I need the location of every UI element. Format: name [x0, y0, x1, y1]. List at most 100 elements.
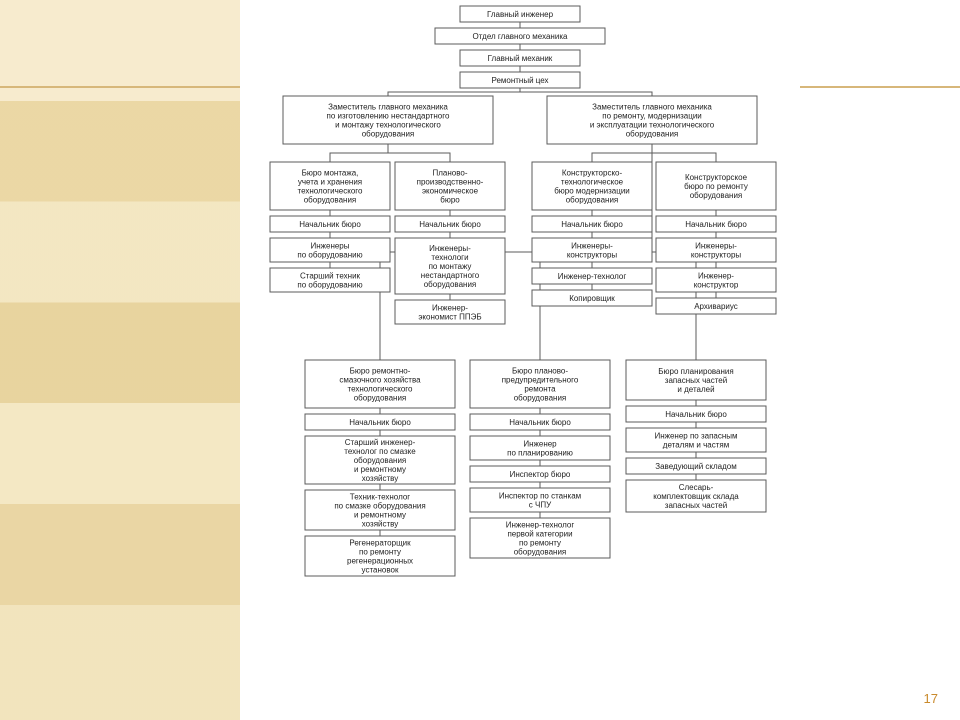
org-node-label: Инженер-технолог	[506, 521, 575, 530]
org-node: Инженерпо планированию	[470, 436, 610, 460]
org-node-label: первой категории	[507, 530, 572, 539]
org-node-label: Бюро планово-	[512, 367, 568, 376]
org-node-label: Инженеры-	[695, 242, 737, 251]
org-node-label: оборудования	[690, 191, 743, 200]
org-node: Начальник бюро	[626, 406, 766, 422]
org-node-label: по ремонту, модернизации	[602, 112, 702, 121]
org-node-label: производственно-	[417, 178, 484, 187]
org-node: Заведующий складом	[626, 458, 766, 474]
org-node-label: по ремонту	[359, 548, 401, 557]
org-node: Главный механик	[460, 50, 580, 66]
org-node-label: Инспектор по станкам	[499, 492, 581, 501]
org-node-label: предупредительного	[502, 376, 579, 385]
org-node: Регенераторщикпо ремонтурегенерационныху…	[305, 536, 455, 576]
org-node-label: конструктор	[694, 281, 739, 290]
org-node-label: оборудования	[354, 394, 407, 403]
org-node-label: Инженер по запасным	[654, 432, 737, 441]
org-node-label: оборудования	[514, 548, 567, 557]
org-node: Инспектор бюро	[470, 466, 610, 482]
org-node-label: по изготовлению нестандартного	[327, 112, 450, 121]
org-node: Копировщик	[532, 290, 652, 306]
org-chart: Главный инженерОтдел главного механикаГл…	[240, 0, 800, 720]
org-edge	[652, 144, 716, 162]
org-node: Инженерыпо оборудованию	[270, 238, 390, 262]
org-node-label: Техник-технолог	[350, 493, 411, 502]
org-node: Инспектор по станкамс ЧПУ	[470, 488, 610, 512]
org-node-label: бюро	[440, 196, 460, 205]
org-node-label: Главный инженер	[487, 10, 554, 19]
org-node-label: Копировщик	[569, 294, 615, 303]
org-node-label: Заместитель главного механика	[328, 103, 448, 112]
org-node-label: по планированию	[507, 449, 573, 458]
org-node: Начальник бюро	[656, 216, 776, 232]
org-node-label: конструкторы	[567, 251, 618, 260]
org-node: Начальник бюро	[532, 216, 652, 232]
slide-background-stripes	[0, 0, 240, 720]
org-node-label: Начальник бюро	[419, 220, 481, 229]
org-node: Инженеры-технологипо монтажунестандартно…	[395, 238, 505, 294]
org-node-label: Инспектор бюро	[510, 470, 571, 479]
org-node-label: по монтажу	[429, 262, 472, 271]
org-node: Инженер-технологпервой категориипо ремон…	[470, 518, 610, 558]
org-node-label: технолог по смазке	[344, 447, 416, 456]
org-node-label: технологическое	[561, 178, 624, 187]
org-node-label: Бюро монтажа,	[302, 169, 359, 178]
org-node-label: запасных частей	[665, 501, 727, 510]
org-node-label: Инженер-	[698, 272, 734, 281]
org-node: Ремонтный цех	[460, 72, 580, 88]
org-node-label: Начальник бюро	[685, 220, 747, 229]
org-node: Начальник бюро	[305, 414, 455, 430]
org-node-label: Конструкторское	[685, 173, 748, 182]
org-node-label: ремонта	[524, 385, 556, 394]
org-node-label: Инженер-	[432, 304, 468, 313]
org-node-label: с ЧПУ	[529, 501, 552, 510]
org-node-label: технологического	[298, 187, 364, 196]
org-node-label: экономист ППЭБ	[418, 313, 481, 322]
org-node: Бюро монтажа,учета и хранениятехнологиче…	[270, 162, 390, 210]
org-node: Старший инженер-технолог по смазкеоборуд…	[305, 436, 455, 484]
org-node-label: и деталей	[677, 385, 714, 394]
org-node-label: оборудования	[354, 456, 407, 465]
org-node: Заместитель главного механикапо изготовл…	[283, 96, 493, 144]
org-node-label: оборудования	[514, 394, 567, 403]
org-node-label: Главный механик	[488, 54, 553, 63]
org-node-label: Старший инженер-	[345, 438, 416, 447]
org-node-label: технологического	[348, 385, 414, 394]
org-node-label: Начальник бюро	[299, 220, 361, 229]
org-node: Инженер-экономист ППЭБ	[395, 300, 505, 324]
org-node: Начальник бюро	[270, 216, 390, 232]
org-node: Инженеры-конструкторы	[532, 238, 652, 262]
org-node-label: Бюро ремонтно-	[350, 367, 411, 376]
org-node: Начальник бюро	[395, 216, 505, 232]
org-node-label: экономическое	[422, 187, 479, 196]
org-node-label: хозяйству	[362, 474, 398, 483]
org-node-label: Инженеры	[310, 242, 349, 251]
org-node: Бюро планированиязапасных частейи детале…	[626, 360, 766, 400]
org-node-label: Начальник бюро	[561, 220, 623, 229]
org-node-label: технологи	[431, 253, 468, 262]
org-node-label: по оборудованию	[297, 281, 362, 290]
org-node-label: Инженеры-	[429, 244, 471, 253]
org-node-label: комплектовщик склада	[653, 492, 739, 501]
org-node: Инженер по запаснымдеталям и частям	[626, 428, 766, 452]
org-node: Инженер-конструктор	[656, 268, 776, 292]
org-node: Планово-производственно-экономическоебюр…	[395, 162, 505, 210]
org-node: Бюро ремонтно-смазочного хозяйстватехнол…	[305, 360, 455, 408]
org-node-label: Заведующий складом	[655, 462, 736, 471]
org-node-label: Старший техник	[300, 272, 361, 281]
org-node: Заместитель главного механикапо ремонту,…	[547, 96, 757, 144]
org-node-label: и ремонтному	[354, 511, 406, 520]
org-node-label: оборудования	[304, 196, 357, 205]
org-node: Начальник бюро	[470, 414, 610, 430]
org-node-label: деталям и частям	[663, 441, 729, 450]
org-node-label: Регенераторщик	[349, 539, 411, 548]
org-node: Инженеры-конструкторы	[656, 238, 776, 262]
org-node-label: Слесарь-	[679, 483, 714, 492]
org-node: Бюро планово-предупредительногоремонтаоб…	[470, 360, 610, 408]
org-node-label: Инженеры-	[571, 242, 613, 251]
org-node: Конструкторско-технологическоебюро модер…	[532, 162, 652, 210]
org-node-label: хозяйству	[362, 520, 398, 529]
org-node-label: Инженер-технолог	[558, 272, 627, 281]
org-node-label: оборудования	[424, 280, 477, 289]
org-node-label: учета и хранения	[298, 178, 362, 187]
